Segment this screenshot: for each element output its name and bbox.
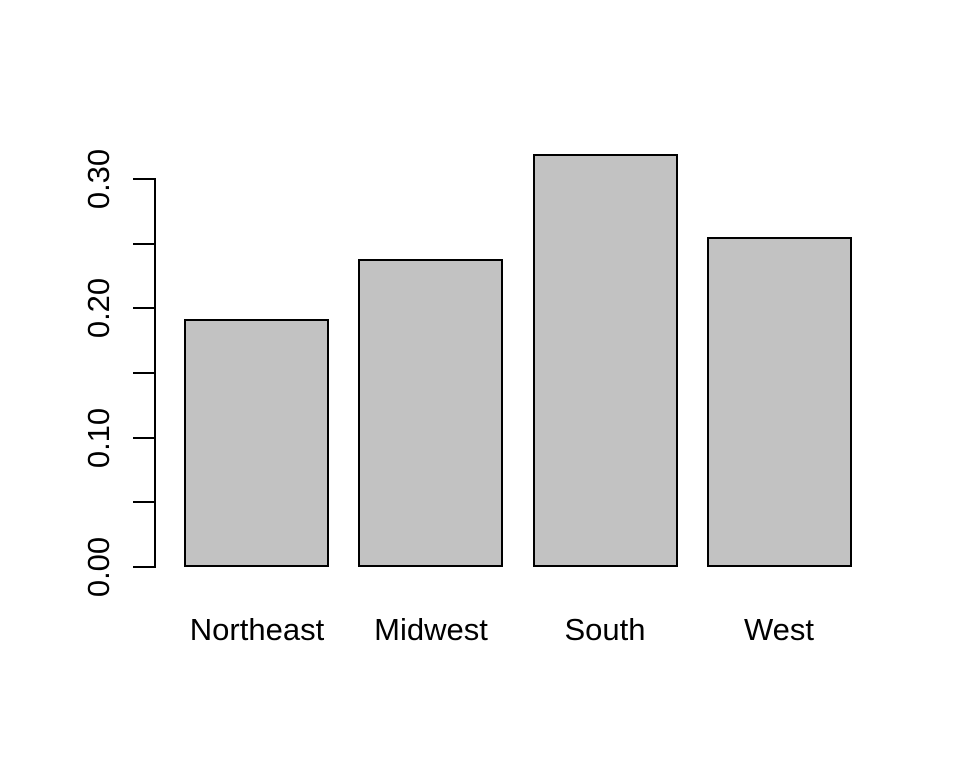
y-axis-tick — [133, 307, 154, 310]
bar-northeast — [184, 319, 329, 567]
y-axis-tick-label: 0.20 — [81, 278, 116, 339]
bar-midwest — [358, 259, 503, 567]
x-axis-label-west: West — [743, 612, 815, 647]
y-axis-tick-label: 0.30 — [81, 148, 116, 210]
x-axis-label-midwest: Midwest — [374, 612, 488, 647]
y-axis-tick — [133, 372, 154, 374]
y-axis-tick — [133, 242, 154, 245]
y-axis-tick — [133, 178, 154, 180]
y-axis-tick-label: 0.10 — [81, 407, 116, 468]
x-axis-label-south: South — [564, 612, 646, 647]
bar-south — [533, 154, 678, 567]
x-axis-label-northeast: Northeast — [189, 612, 325, 647]
y-axis-line — [154, 178, 156, 568]
y-axis-tick — [133, 566, 154, 568]
y-axis-tick-label: 0.00 — [81, 536, 116, 598]
y-axis-tick — [133, 501, 154, 504]
y-axis-tick — [133, 436, 154, 439]
bar-west — [707, 237, 852, 567]
